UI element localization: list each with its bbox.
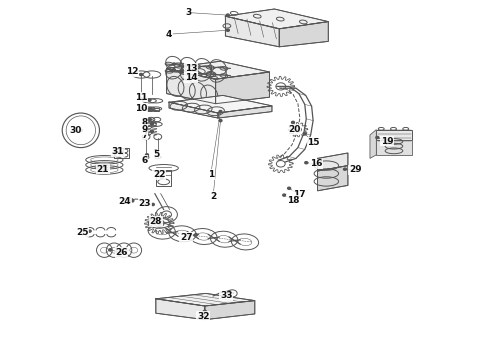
Text: 17: 17 [293,190,305,199]
Circle shape [172,69,175,71]
Text: 22: 22 [153,170,166,179]
Text: 31: 31 [111,148,124,156]
Circle shape [148,99,151,101]
Polygon shape [318,153,348,171]
Polygon shape [279,22,328,47]
Circle shape [203,310,206,312]
Circle shape [226,14,229,16]
Circle shape [140,73,143,76]
Polygon shape [370,130,376,158]
Circle shape [195,234,197,236]
Circle shape [150,123,153,125]
Polygon shape [169,95,272,113]
Polygon shape [167,68,216,104]
Text: 16: 16 [310,159,322,168]
Circle shape [146,154,148,156]
Polygon shape [156,299,205,320]
Text: 6: 6 [142,156,147,165]
Circle shape [158,223,161,225]
Polygon shape [169,102,218,118]
Text: 15: 15 [307,138,320,147]
Text: 5: 5 [154,150,160,159]
Circle shape [283,194,286,196]
Circle shape [103,165,106,167]
Circle shape [131,200,134,202]
Polygon shape [156,293,255,306]
Circle shape [160,177,163,179]
Text: 32: 32 [197,311,210,320]
Text: 8: 8 [142,118,147,127]
Text: 33: 33 [220,292,233,300]
Circle shape [148,118,151,121]
Text: 23: 23 [138,199,151,208]
Bar [147,108,152,111]
Circle shape [109,249,112,251]
Polygon shape [318,166,348,191]
Circle shape [343,168,346,170]
Polygon shape [218,106,272,118]
Circle shape [154,150,157,152]
Polygon shape [225,9,328,29]
Polygon shape [376,130,412,140]
Text: 27: 27 [180,233,193,242]
Text: 11: 11 [135,93,147,102]
Text: 24: 24 [119,197,131,206]
Text: 21: 21 [97,165,109,174]
Text: 10: 10 [135,104,147,112]
Bar [153,108,159,111]
Text: 29: 29 [349,165,362,174]
Circle shape [148,108,151,110]
Circle shape [219,111,222,113]
Text: 3: 3 [186,8,192,17]
Circle shape [151,203,154,206]
Text: 2: 2 [210,192,216,201]
Text: 30: 30 [70,126,82,135]
Text: 12: 12 [126,68,139,77]
Circle shape [79,129,82,131]
Text: 18: 18 [287,196,299,204]
Text: 25: 25 [76,228,89,237]
Text: 13: 13 [185,64,197,73]
Text: 28: 28 [149,217,162,226]
Circle shape [150,130,153,132]
Polygon shape [225,16,279,47]
Circle shape [292,121,294,123]
Text: 1: 1 [208,170,214,179]
Circle shape [88,230,91,232]
Circle shape [305,162,308,164]
Text: 19: 19 [381,136,393,145]
Polygon shape [216,72,270,104]
Text: 14: 14 [185,73,197,82]
Text: 7: 7 [141,130,148,139]
Text: 20: 20 [288,125,300,134]
Circle shape [219,120,222,122]
Bar [114,148,129,158]
Polygon shape [167,61,270,79]
Circle shape [172,63,175,65]
Text: 26: 26 [115,248,128,257]
Circle shape [226,29,229,31]
Polygon shape [205,301,255,320]
Text: 9: 9 [141,125,148,134]
Circle shape [376,136,379,139]
Polygon shape [376,140,412,155]
Bar [156,170,171,186]
Circle shape [120,152,123,154]
Circle shape [288,187,291,189]
Circle shape [303,133,306,135]
Text: 4: 4 [166,30,172,39]
Circle shape [228,291,231,293]
